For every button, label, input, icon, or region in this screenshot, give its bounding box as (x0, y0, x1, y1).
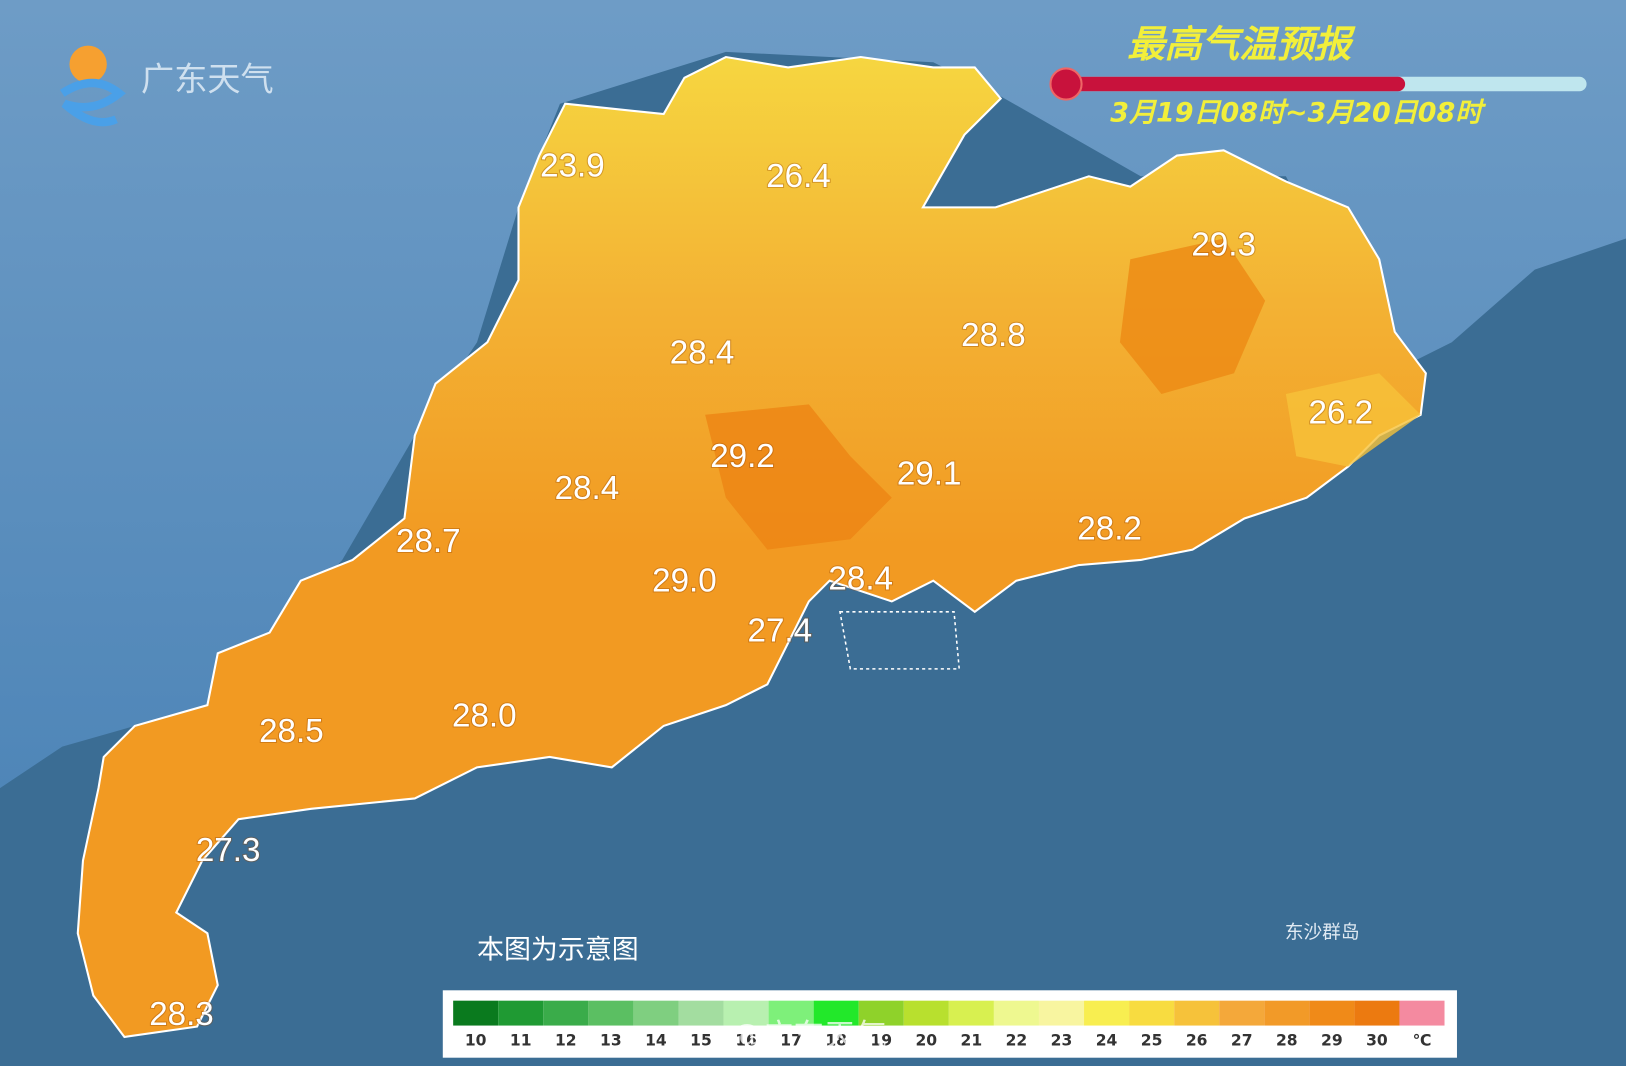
boundary (839, 611, 961, 670)
thermometer-bulb (1049, 67, 1083, 101)
legend-swatch (723, 1000, 769, 1026)
note: 本图为示意图 (477, 934, 639, 965)
hot-zone (1119, 238, 1266, 395)
title: 最高气温预报 (1127, 22, 1356, 66)
hot-zone (705, 404, 892, 550)
legend-tick-label: 15 (690, 1032, 712, 1050)
temperature-label: 28.0 (452, 697, 517, 734)
legend-tick-label: 28 (1276, 1032, 1298, 1050)
legend-tick-label: 18 (825, 1032, 847, 1050)
legend-tick-label: 19 (870, 1032, 892, 1050)
temperature-label: 28.5 (259, 713, 324, 750)
legend-swatch (543, 1000, 589, 1026)
legend-tick-label: 14 (645, 1032, 667, 1050)
legend-tick-label: 26 (1186, 1032, 1208, 1050)
legend-swatch (1129, 1000, 1175, 1026)
legend-swatch (588, 1000, 634, 1026)
legend-tick-label: 12 (555, 1032, 577, 1050)
temperature-label: 28.8 (961, 317, 1026, 354)
legend-swatch (1084, 1000, 1130, 1026)
cool-zone (1285, 373, 1421, 467)
legend-unit: ℃ (1413, 1032, 1432, 1050)
legend-tick-label: 30 (1366, 1032, 1388, 1050)
period: 3月19日08时~3月20日08时 (1110, 98, 1486, 129)
temperature-label: 29.2 (710, 438, 775, 475)
legend-tick-label: 16 (735, 1032, 757, 1050)
legend-tick-label: 25 (1141, 1032, 1163, 1050)
legend-tick-label: 22 (1006, 1032, 1028, 1050)
temperature-label: 26.2 (1309, 395, 1374, 432)
legend-tick-label: 23 (1051, 1032, 1073, 1050)
legend-swatch (813, 1000, 859, 1026)
temperature-label: 28.4 (670, 334, 735, 371)
temperature-label: 28.3 (149, 996, 214, 1033)
legend-swatch (948, 1000, 994, 1026)
land-neighbors (0, 0, 1626, 789)
legend-swatch (1264, 1000, 1310, 1026)
legend-tick-label: 11 (510, 1032, 532, 1050)
legend-swatch (1309, 1000, 1355, 1026)
legend-tick-label: 20 (915, 1032, 937, 1050)
legend-swatch (1399, 1000, 1445, 1026)
legend-swatch (1174, 1000, 1220, 1026)
temperature-label: 27.3 (196, 832, 261, 869)
temperature-label: 23.9 (540, 148, 605, 185)
logo-sun (69, 45, 107, 83)
legend-swatch (903, 1000, 949, 1026)
watermark: @广东天气 (731, 1018, 886, 1054)
readings: 23.9 26.4 29.3 28.4 28.8 26.2 29.2 29.1 28.4 28.7… (148, 147, 1374, 1034)
legend-swatch (993, 1000, 1039, 1026)
legend-swatch (1038, 1000, 1085, 1026)
temperature-label: 28.4 (555, 470, 620, 507)
temperature-label: 28.2 (1077, 511, 1142, 548)
legend-tick-label: 29 (1321, 1032, 1343, 1050)
island-label: 东沙群岛 (1285, 922, 1360, 943)
temperature-label: 27.4 (748, 612, 813, 649)
temperature-label: 28.7 (396, 523, 461, 560)
legend-swatch (1219, 1000, 1265, 1026)
logo-text: 广东天气 (141, 59, 274, 98)
legend-tick-label: 10 (465, 1032, 487, 1050)
legend-swatch (858, 1000, 904, 1026)
logo-swirl (59, 78, 126, 127)
temperature-label: 26.4 (766, 158, 831, 195)
guangdong (76, 55, 1427, 1039)
legend-tick-label: 24 (1096, 1032, 1118, 1050)
temperature-label: 29.3 (1191, 227, 1256, 264)
legend-swatch (633, 1000, 679, 1026)
legend-tick-label: 21 (961, 1032, 983, 1050)
legend-swatch (678, 1000, 724, 1026)
legend-tick-label: 13 (600, 1032, 622, 1050)
legend-tick-label: 27 (1231, 1032, 1253, 1050)
thermometer-fill (1068, 76, 1406, 92)
temperature-label: 28.4 (828, 560, 893, 597)
temperature-label: 29.0 (652, 563, 717, 600)
legend: 10 11 12 13 14 15 16 17 18 19 20 21 22 23 24 25 26 27 28 29… (453, 1000, 1445, 1050)
legend-swatch (768, 1000, 814, 1026)
temperature-label: 29.1 (897, 456, 962, 493)
legend-swatch (1354, 1000, 1400, 1026)
legend-swatch (453, 1000, 499, 1026)
legend-tick-label: 17 (780, 1032, 802, 1050)
legend-swatch (498, 1000, 544, 1026)
